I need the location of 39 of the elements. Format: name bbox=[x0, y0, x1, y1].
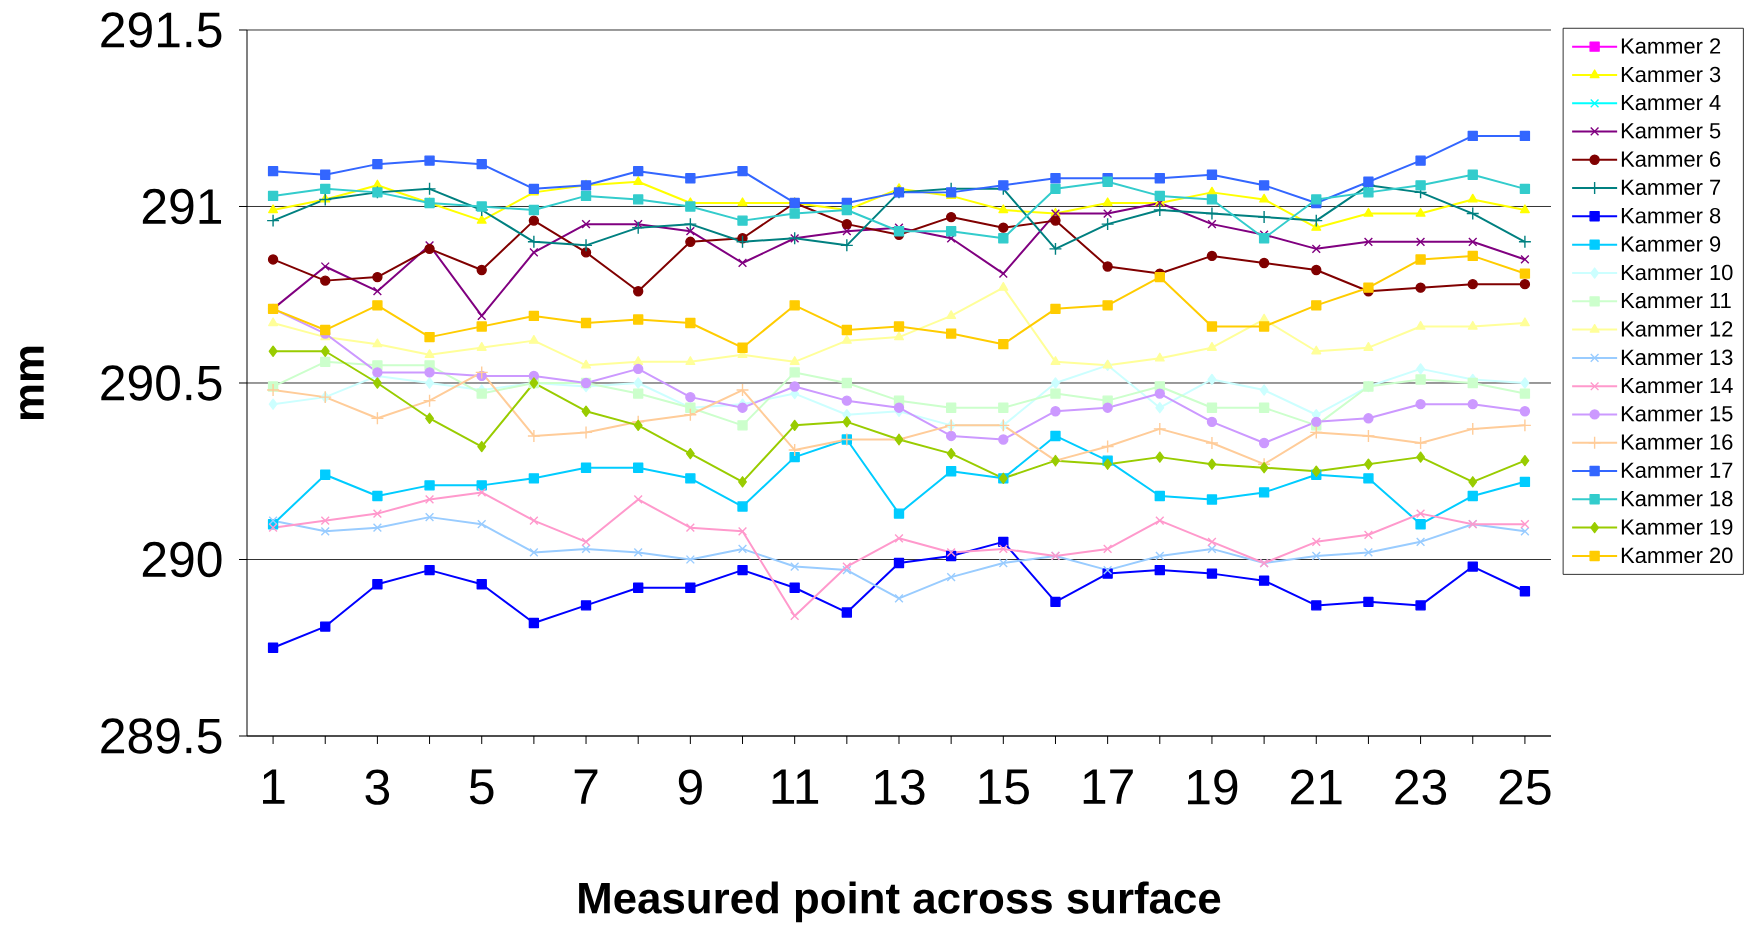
y-tick-label: 291.5 bbox=[101, 12, 222, 48]
legend-label: Kammer 4 bbox=[1621, 95, 1721, 111]
legend-label: Kammer 6 bbox=[1621, 151, 1721, 167]
legend-label: Kammer 18 bbox=[1621, 490, 1733, 507]
legend-label: Kammer 14 bbox=[1621, 377, 1733, 394]
legend-label: Kammer 19 bbox=[1621, 519, 1733, 535]
x-tick-label: 17 bbox=[1083, 769, 1133, 804]
x-tick-label: 5 bbox=[469, 769, 494, 805]
y-tick-label: 289.5 bbox=[101, 718, 222, 754]
legend-label: Kammer 15 bbox=[1621, 406, 1733, 422]
x-tick-label: 15 bbox=[979, 769, 1029, 805]
legend-label: Kammer 11 bbox=[1621, 293, 1731, 309]
x-tick-label: 9 bbox=[678, 769, 702, 805]
y-tick-label: 291 bbox=[142, 188, 222, 225]
x-tick-label: 7 bbox=[574, 769, 598, 804]
x-axis-title: Measured point across surface bbox=[579, 881, 1221, 923]
legend-label: Kammer 20 bbox=[1621, 547, 1733, 564]
legend-label: Kammer 9 bbox=[1621, 236, 1721, 252]
legend-label: Kammer 10 bbox=[1621, 264, 1733, 281]
x-tick-label: 13 bbox=[875, 769, 925, 805]
legend-label: Kammer 3 bbox=[1621, 66, 1721, 83]
x-tick-label: 11 bbox=[772, 769, 819, 804]
x-tick-label: 1 bbox=[263, 769, 285, 804]
y-tick-label: 290.5 bbox=[101, 365, 222, 401]
x-tick-label: 25 bbox=[1499, 769, 1551, 805]
legend-label: Kammer 12 bbox=[1621, 321, 1733, 337]
legend-label: Kammer 5 bbox=[1621, 123, 1721, 139]
x-tick-label: 3 bbox=[365, 769, 390, 805]
x-tick-label: 21 bbox=[1291, 769, 1342, 805]
legend-label: Kammer 7 bbox=[1621, 179, 1721, 196]
legend-label: Kammer 17 bbox=[1621, 462, 1733, 478]
legend-label: Kammer 13 bbox=[1621, 349, 1733, 366]
legend-label: Kammer 2 bbox=[1621, 38, 1721, 54]
y-axis-title: mm bbox=[20, 346, 44, 420]
x-tick-label: 19 bbox=[1188, 769, 1238, 805]
x-tick-label: 23 bbox=[1395, 769, 1447, 805]
legend-label: Kammer 16 bbox=[1621, 434, 1733, 450]
legend-label: Kammer 8 bbox=[1621, 207, 1721, 224]
y-tick-label: 290 bbox=[142, 541, 222, 578]
